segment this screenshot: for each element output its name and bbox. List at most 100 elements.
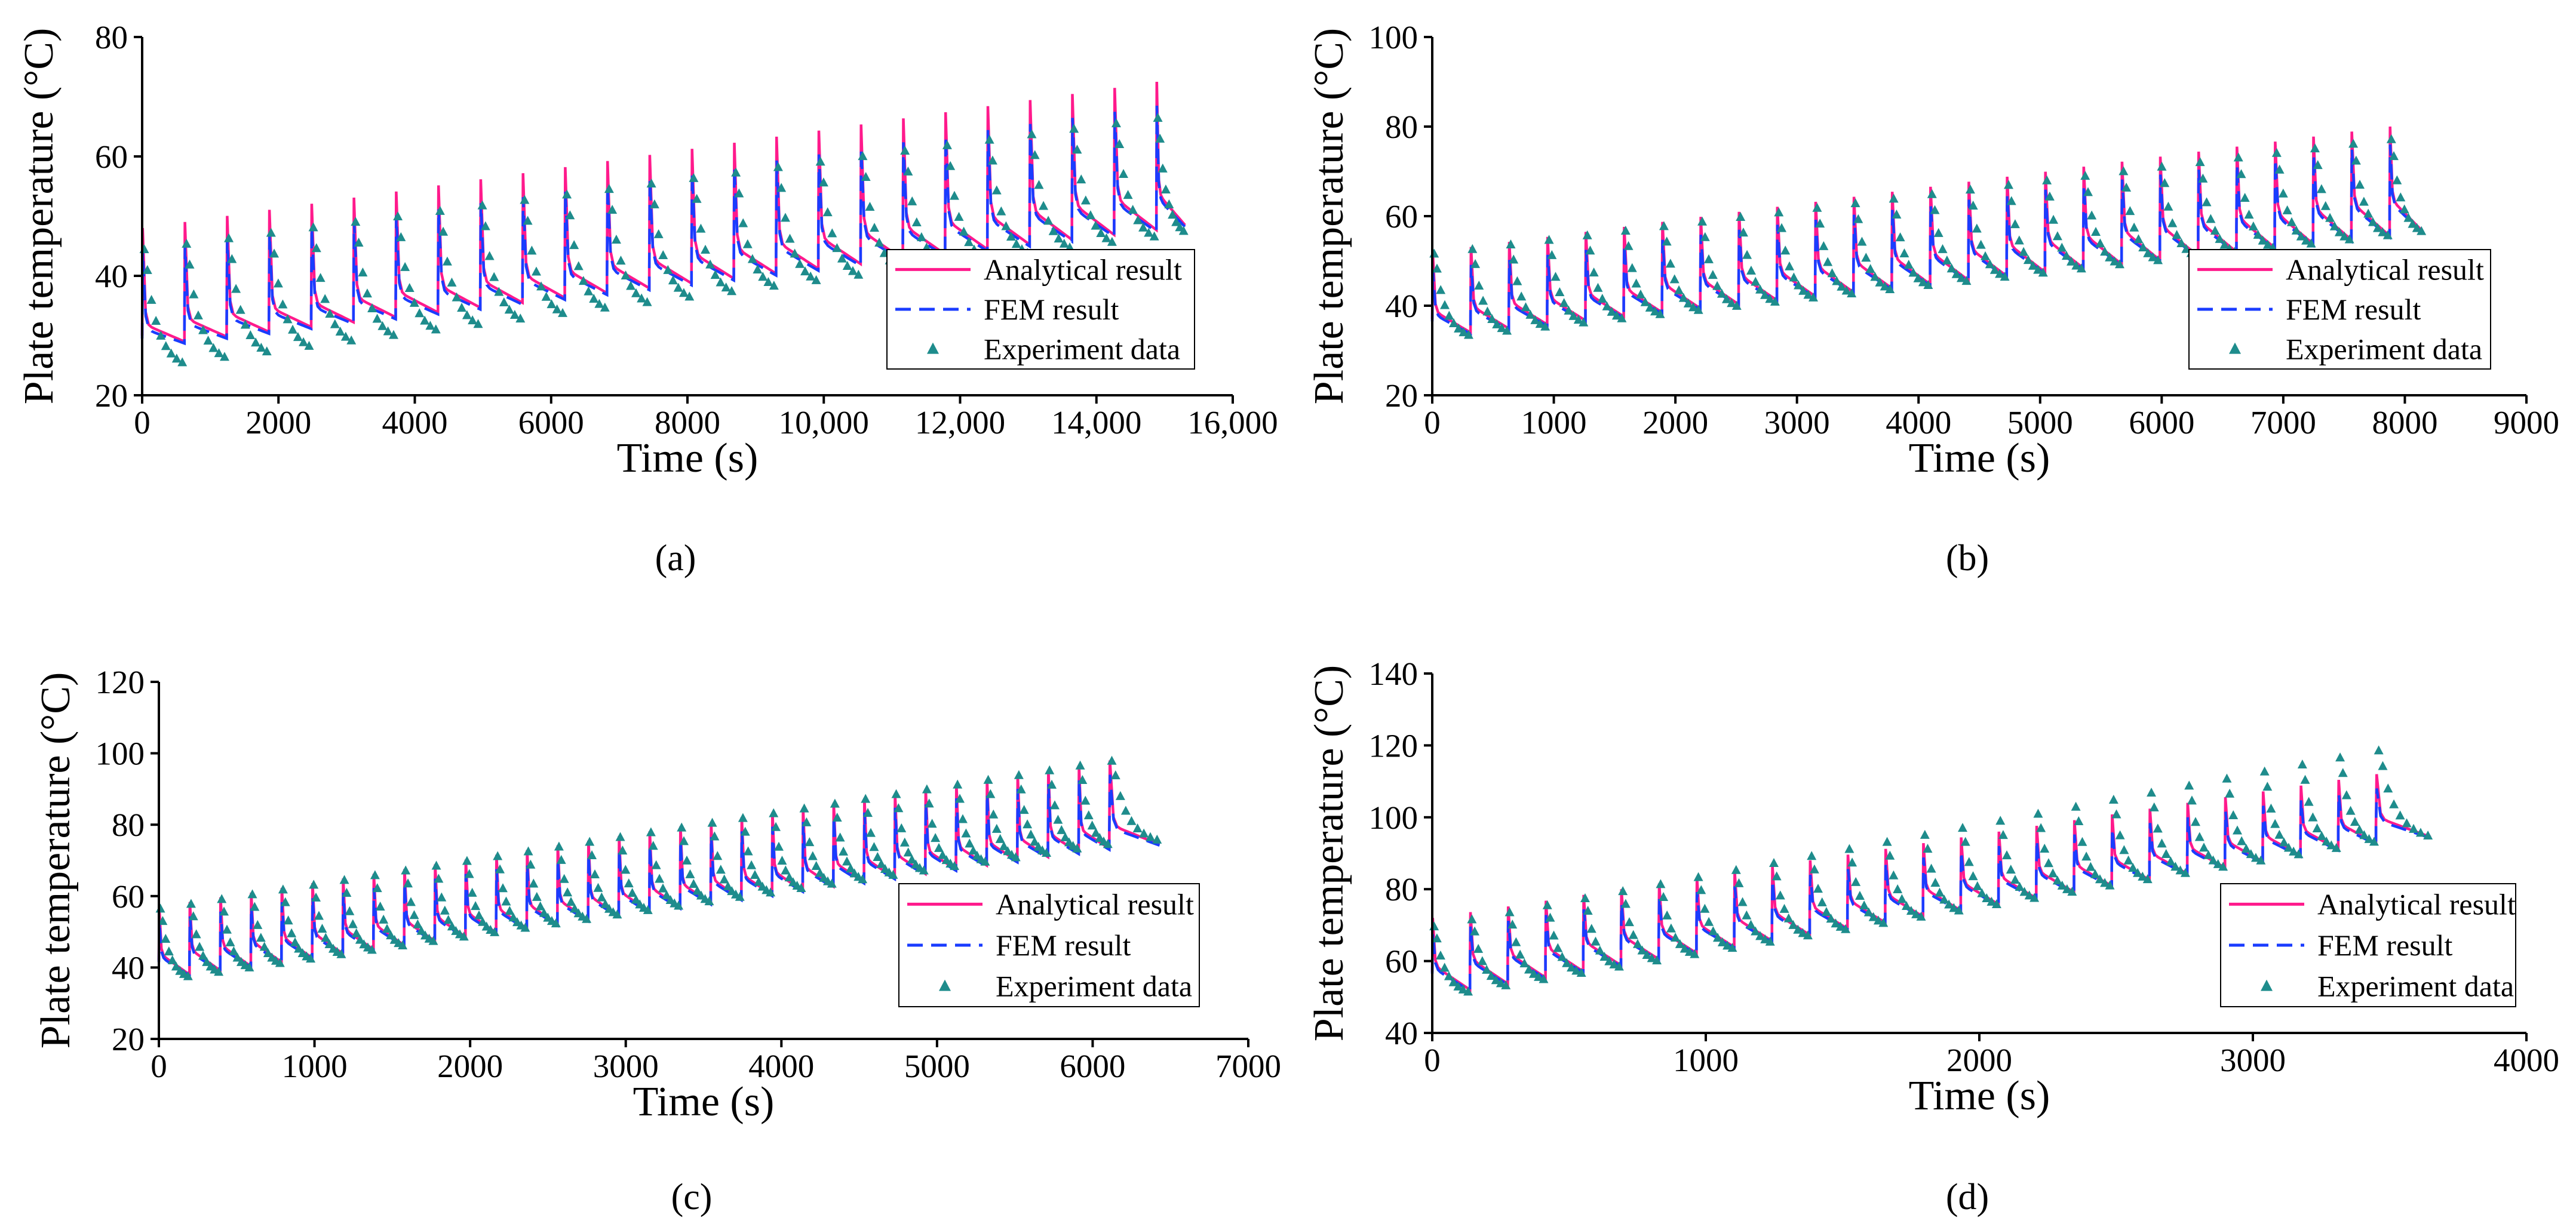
experiment-point bbox=[776, 183, 787, 192]
experiment-point bbox=[1738, 227, 1748, 237]
experiment-point bbox=[2388, 151, 2399, 161]
experiment-point bbox=[1119, 168, 1129, 178]
experiment-point bbox=[1951, 269, 1961, 278]
experiment-point bbox=[677, 822, 687, 832]
x-tick-label: 4000 bbox=[2494, 1042, 2559, 1078]
experiment-point bbox=[1155, 133, 1165, 143]
experiment-point bbox=[646, 827, 656, 837]
experiment-point bbox=[827, 878, 837, 888]
experiment-point bbox=[2142, 874, 2153, 884]
experiment-point bbox=[769, 808, 779, 817]
experiment-point bbox=[273, 278, 283, 288]
experiment-point bbox=[727, 286, 737, 296]
experiment-point bbox=[1708, 926, 1718, 936]
experiment-point bbox=[995, 834, 1005, 843]
experiment-point bbox=[198, 951, 208, 960]
series-line-fem-c bbox=[157, 774, 1160, 979]
experiment-point bbox=[1870, 272, 1880, 281]
experiment-point bbox=[166, 348, 176, 358]
experiment-point bbox=[278, 299, 288, 309]
experiment-point bbox=[2148, 252, 2158, 262]
experiment-point bbox=[853, 269, 864, 279]
experiment-point bbox=[945, 161, 956, 170]
experiment-point bbox=[484, 251, 495, 260]
experiment-point bbox=[1865, 264, 1875, 273]
experiment-point bbox=[1982, 893, 1992, 902]
experiment-point bbox=[1935, 887, 1945, 897]
experiment-point bbox=[437, 892, 447, 902]
experiment-point bbox=[2133, 234, 2144, 244]
experiment-point bbox=[689, 879, 699, 888]
experiment-point bbox=[1751, 926, 1761, 936]
experiment-point bbox=[1542, 900, 1552, 909]
experiment-point bbox=[425, 321, 435, 330]
experiment-point bbox=[1981, 251, 1991, 260]
experiment-point bbox=[2147, 788, 2157, 797]
experiment-point bbox=[2338, 768, 2348, 777]
experiment-point bbox=[499, 297, 509, 306]
experiment-point bbox=[2222, 773, 2232, 783]
experiment-point bbox=[1895, 232, 1905, 242]
experiment-point bbox=[790, 248, 800, 258]
experiment-point bbox=[1751, 276, 1761, 286]
experiment-point bbox=[1120, 805, 1131, 815]
experiment-point bbox=[1576, 968, 1586, 977]
experiment-point bbox=[1903, 259, 1914, 269]
experiment-point bbox=[2019, 247, 2029, 256]
experiment-point bbox=[532, 891, 542, 901]
experiment-point bbox=[183, 971, 193, 980]
experiment-point bbox=[1072, 843, 1082, 853]
experiment-point bbox=[1026, 829, 1036, 839]
experiment-point bbox=[1540, 321, 1550, 331]
experiment-point bbox=[443, 915, 453, 924]
experiment-point bbox=[835, 832, 845, 842]
experiment-point bbox=[1123, 190, 1133, 199]
experiment-point bbox=[1591, 936, 1601, 946]
experiment-point bbox=[342, 887, 352, 897]
x-tick-label: 3000 bbox=[593, 1048, 659, 1084]
experiment-point bbox=[1780, 245, 1791, 255]
x-tick-label: 12,000 bbox=[915, 404, 1005, 441]
x-tick-label: 8000 bbox=[655, 404, 720, 441]
experiment-point bbox=[1697, 216, 1708, 226]
experiment-point bbox=[185, 259, 195, 269]
experiment-point bbox=[2095, 874, 2105, 884]
experiment-point bbox=[673, 282, 683, 292]
experiment-point bbox=[569, 240, 579, 250]
experiment-point bbox=[1550, 272, 1561, 281]
experiment-point bbox=[1949, 903, 1959, 912]
experiment-point bbox=[663, 265, 673, 274]
experiment-point bbox=[531, 266, 541, 276]
experiment-point bbox=[1611, 310, 1622, 320]
experiment-point bbox=[769, 281, 779, 290]
experiment-point bbox=[2194, 832, 2205, 841]
experiment-point bbox=[2000, 272, 2010, 281]
y-axis-title-c: Plate temperature (°C) bbox=[33, 672, 79, 1049]
experiment-point bbox=[1557, 952, 1567, 961]
experiment-point bbox=[988, 809, 999, 819]
experiment-point bbox=[2359, 830, 2369, 839]
experiment-point bbox=[386, 930, 396, 940]
experiment-point bbox=[1976, 239, 1986, 249]
experiment-point bbox=[2316, 184, 2326, 193]
experiment-point bbox=[1717, 937, 1727, 946]
experiment-point bbox=[2166, 856, 2176, 866]
experiment-point bbox=[229, 946, 239, 955]
legend-label-fem: FEM result bbox=[984, 293, 1119, 326]
experiment-point bbox=[565, 210, 575, 220]
panel-label-c: (c) bbox=[671, 1177, 713, 1217]
experiment-point bbox=[1995, 816, 2006, 825]
experiment-point bbox=[189, 289, 199, 299]
experiment-point bbox=[2345, 805, 2356, 815]
experiment-point bbox=[227, 254, 237, 263]
experiment-point bbox=[1760, 934, 1770, 943]
experiment-point bbox=[942, 140, 952, 149]
experiment-point bbox=[2100, 247, 2110, 256]
experiment-point bbox=[1819, 241, 1829, 250]
experiment-point bbox=[325, 309, 335, 318]
experiment-point bbox=[1991, 899, 2001, 908]
experiment-point bbox=[1832, 276, 1842, 285]
experiment-point bbox=[256, 342, 266, 352]
experiment-point bbox=[742, 239, 753, 248]
experiment-point bbox=[504, 305, 514, 314]
